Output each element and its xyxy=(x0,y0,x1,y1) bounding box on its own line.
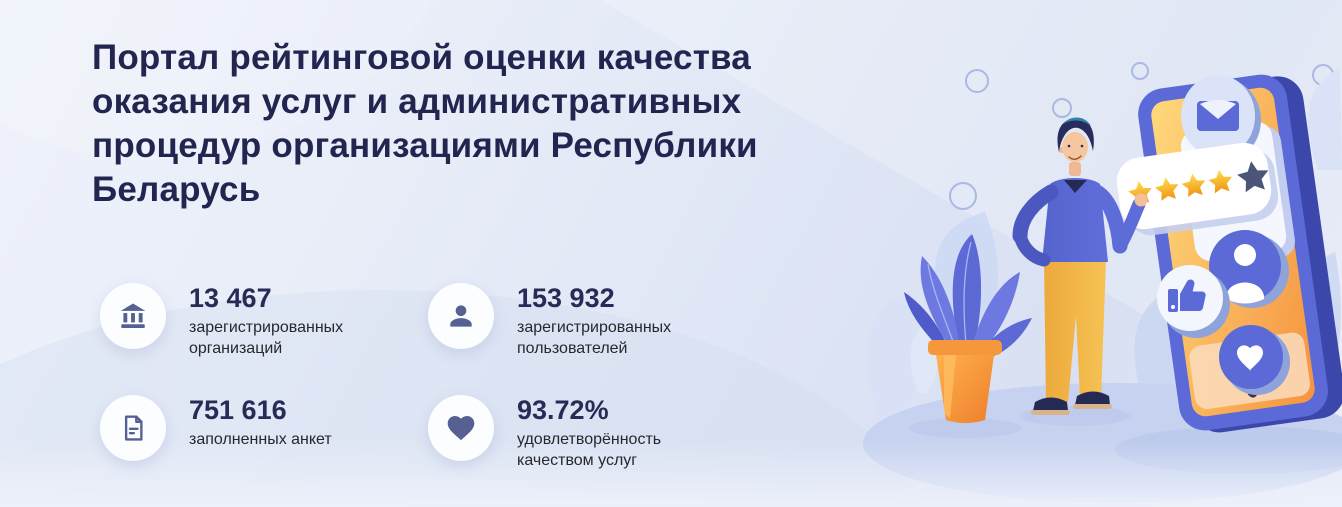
stat-registered-users: 153 932 зарегистрированных пользователей xyxy=(428,283,713,359)
stat-value: 751 616 xyxy=(189,395,287,425)
stat-registered-organizations: 13 467 зарегистрированных организаций xyxy=(100,283,385,359)
user-icon xyxy=(428,283,494,349)
page-title: Портал рейтинговой оценки качества оказа… xyxy=(92,36,758,212)
phone-badges xyxy=(1157,75,1290,395)
stat-label: удовлетворённость качеством услуг xyxy=(517,431,662,469)
man-illustration xyxy=(1012,117,1148,415)
plant xyxy=(904,234,1032,423)
heart-badge-icon xyxy=(1219,325,1290,395)
stat-label: зарегистрированных организаций xyxy=(189,319,344,357)
page-title-line: процедур организациями Республики xyxy=(92,126,758,165)
stat-label: заполненных анкет xyxy=(189,431,332,448)
thumbs-up-icon xyxy=(1157,265,1230,338)
stat-value: 153 932 xyxy=(517,283,615,313)
stat-value: 93.72% xyxy=(517,395,609,425)
page-title-line: оказания услуг и административных xyxy=(92,82,742,121)
document-icon xyxy=(100,395,166,461)
stat-label: зарегистрированных пользователей xyxy=(517,319,672,357)
page-title-line: Портал рейтинговой оценки качества xyxy=(92,38,751,77)
bank-icon xyxy=(100,283,166,349)
rating-panel xyxy=(1116,142,1279,236)
heart-icon xyxy=(428,395,494,461)
stat-satisfaction: 93.72% удовлетворённость качеством услуг xyxy=(428,395,713,471)
page-title-line: Беларусь xyxy=(92,170,261,209)
mail-icon xyxy=(1181,75,1261,161)
user-badge-icon xyxy=(1209,230,1289,308)
stat-value: 13 467 xyxy=(189,283,272,313)
stat-completed-surveys: 751 616 заполненных анкет xyxy=(100,395,385,461)
